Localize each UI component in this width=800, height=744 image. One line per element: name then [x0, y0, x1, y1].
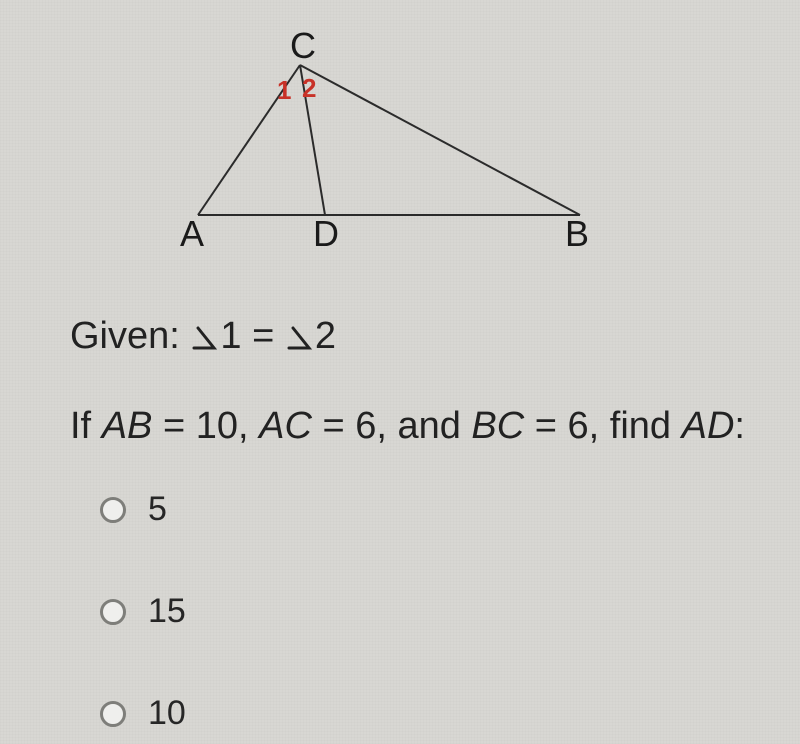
angle-2-label: 2: [302, 73, 316, 104]
triangle-diagram: C A D B 1 2: [150, 25, 620, 285]
q-eq2: = 6, and: [312, 405, 472, 447]
vertex-b-label: B: [565, 213, 589, 255]
angle-1-label: 1: [277, 75, 291, 106]
option-3-text: 10: [148, 694, 186, 733]
q-eq3: = 6, find: [524, 405, 681, 447]
given-eq: =: [252, 315, 285, 357]
radio-icon[interactable]: [100, 497, 126, 523]
triangle-svg: [150, 25, 620, 285]
option-2-text: 15: [148, 592, 186, 631]
q-bc: BC: [471, 405, 524, 447]
q-ab: AB: [102, 405, 153, 447]
option-1-text: 5: [148, 490, 167, 529]
option-2[interactable]: 15: [100, 592, 186, 631]
vertex-c-label: C: [290, 25, 316, 67]
angle-symbol-icon: [285, 324, 313, 350]
given-lhs: 1: [220, 315, 241, 357]
vertex-d-label: D: [313, 213, 339, 255]
q-ad: AD: [682, 405, 735, 447]
q-eq1: = 10,: [152, 405, 259, 447]
q-if: If: [70, 405, 102, 447]
vertex-a-label: A: [180, 213, 204, 255]
given-line: Given: 1 = 2: [70, 315, 336, 358]
angle-symbol-icon: [190, 324, 218, 350]
given-prefix: Given:: [70, 315, 190, 357]
radio-icon[interactable]: [100, 599, 126, 625]
given-rhs: 2: [315, 315, 336, 357]
option-1[interactable]: 5: [100, 490, 167, 529]
question-line: If AB = 10, AC = 6, and BC = 6, find AD:: [70, 405, 745, 448]
option-3[interactable]: 10: [100, 694, 186, 733]
q-end: :: [734, 405, 745, 447]
radio-icon[interactable]: [100, 701, 126, 727]
q-ac: AC: [259, 405, 312, 447]
